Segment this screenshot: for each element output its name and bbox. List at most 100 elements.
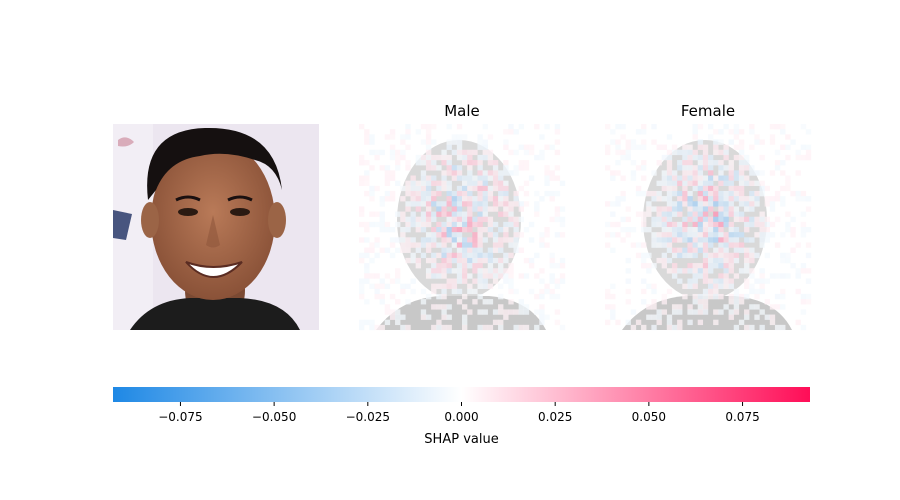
shap-cell [456,288,463,295]
shap-cell [754,293,760,300]
shap-cell [738,160,745,166]
shap-cell [379,216,385,223]
shap-cell [477,206,483,212]
shap-cell [467,206,473,212]
shap-cell [764,278,770,284]
shap-cell [446,190,452,197]
shap-cell [656,237,662,243]
shap-cell [651,170,657,176]
shap-cell [467,190,473,197]
shap-cell [384,196,391,202]
shap-cell [795,319,801,326]
shap-cell [539,149,545,156]
shap-cell [785,252,791,259]
shap-cell [508,216,514,223]
shap-cell [795,288,801,295]
shap-cell [559,206,566,212]
shap-cell [446,221,452,228]
shap-cell [477,144,483,150]
shap-cell [431,232,437,238]
shap-cell [554,211,561,217]
shap-cell [384,165,391,171]
shap-cell [610,211,616,217]
shap-cell [364,247,370,253]
shap-cell [425,314,432,320]
shap-cell [764,201,770,207]
shap-cell [749,170,755,176]
shap-cell [790,263,796,269]
shap-cell [671,263,678,269]
shap-cell [451,211,458,217]
shap-cell [723,201,729,207]
shap-cell [728,206,734,212]
shap-cell [482,124,488,130]
shap-cell [462,247,468,253]
shap-cell [625,139,631,145]
shap-cell [795,268,801,274]
shap-cell [456,201,463,207]
shap-cell [713,185,719,192]
shap-cell [677,304,683,310]
shap-cell [697,268,704,274]
shap-cell [774,160,781,166]
shap-cell [749,252,755,259]
shap-cell [451,134,458,140]
shap-cell [723,124,729,130]
shap-cell [728,196,734,202]
shap-cell [364,139,370,145]
shap-cell [389,293,396,300]
shap-cell [369,196,375,202]
shap-cell [754,170,760,176]
shap-cell [389,314,396,320]
shap-cell [646,268,652,274]
shap-cell [733,252,740,259]
shap-cell [554,129,561,135]
shap-cell [498,283,504,289]
shap-cell [738,319,745,326]
shap-cell [738,129,745,135]
shap-cell [400,283,406,289]
shap-cell [687,242,693,248]
shap-cell [528,237,535,243]
shap-cell [702,273,709,279]
shap-cell [441,288,447,295]
shap-cell [446,185,452,192]
shap-cell [641,144,647,150]
shap-cell [359,221,365,228]
shap-cell [641,211,647,217]
shap-cell [800,144,807,150]
shap-cell [528,149,535,156]
shap-cell [635,144,642,150]
shap-cell [472,278,478,284]
shap-cell [759,242,765,248]
shap-cell [420,190,427,197]
shap-cell [539,288,545,295]
shap-cell [508,268,514,274]
shap-cell [544,242,550,248]
shap-cell [733,293,740,300]
shap-cell [749,165,755,171]
shap-cell [697,304,704,310]
shap-cell [687,227,693,233]
shap-cell [733,216,740,223]
shap-cell [359,319,365,326]
shap-cell [431,283,437,289]
shap-cell [503,165,509,171]
shap-cell [661,299,667,305]
shap-cell [498,304,504,310]
shap-cell [400,227,406,233]
shap-cell [744,160,750,166]
shap-cell [677,247,683,253]
shap-cell [728,252,734,259]
shap-cell [733,124,740,130]
shap-cell [451,201,458,207]
shap-cell [666,314,673,320]
shap-cell [697,201,704,207]
shap-cell [687,247,693,253]
shap-cell [749,257,755,264]
shap-cell [523,324,530,331]
shap-cell [671,252,678,259]
shap-cell [702,247,709,253]
shap-cell [405,247,411,253]
shap-cell [687,283,693,289]
